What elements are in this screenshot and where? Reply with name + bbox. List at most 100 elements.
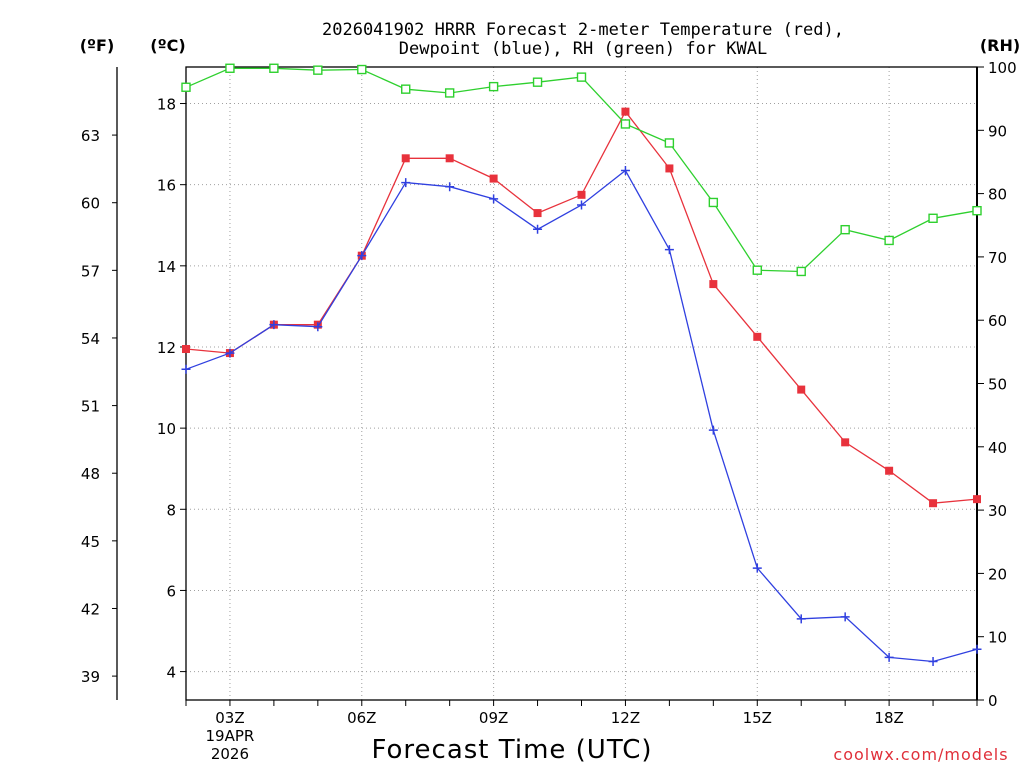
- dewpoint-point: [313, 322, 323, 332]
- dewpoint-point: [445, 182, 455, 192]
- temperature-point: [797, 385, 806, 394]
- fahrenheit-tick-label: 60: [81, 195, 100, 213]
- rh-point: [269, 63, 279, 73]
- dewpoint-point: [708, 425, 718, 435]
- dewpoint-point: [664, 245, 674, 255]
- chart-title-line-2: Dewpoint (blue), RH (green) for KWAL: [399, 39, 767, 59]
- temperature-point: [533, 209, 542, 218]
- plot-frame: [185, 66, 978, 701]
- dewpoint-point: [401, 178, 411, 188]
- rh-tick-label: 20: [988, 565, 1007, 583]
- dewpoint-point: [840, 612, 850, 622]
- temperature-point: [929, 499, 938, 508]
- rh-point: [576, 72, 587, 82]
- celsius-tick-label: 18: [157, 96, 176, 114]
- dewpoint-point: [357, 251, 367, 261]
- x-tick-label: 03Z: [215, 709, 244, 727]
- celsius-tick-label: 12: [157, 339, 176, 357]
- rh-tick-label: 50: [988, 376, 1007, 394]
- axes: 39 42 45 48 51 54 57 60 63 4 6 8 10 12 14 16 18 0 10 20 30 40…: [81, 59, 1017, 763]
- rh-tick-label: 90: [988, 122, 1007, 140]
- celsius-tick-label: 14: [157, 258, 176, 276]
- rh-tick-label: 10: [988, 629, 1007, 647]
- fahrenheit-tick-label: 63: [81, 127, 100, 145]
- dewpoint-point: [928, 656, 938, 666]
- fahrenheit-tick-label: 45: [81, 533, 100, 551]
- series-layer: [181, 63, 982, 666]
- celsius-tick-label: 4: [166, 664, 176, 682]
- temperature-point: [665, 164, 674, 173]
- rh-point: [664, 138, 675, 148]
- fahrenheit-tick-label: 54: [81, 330, 100, 348]
- dewpoint-point: [752, 563, 762, 573]
- fahrenheit-tick-label: 48: [81, 465, 100, 483]
- rh-point: [532, 77, 543, 87]
- fahrenheit-tick-label: 51: [81, 398, 100, 416]
- temperature-point: [841, 438, 850, 447]
- celsius-tick-label: 16: [157, 177, 176, 195]
- rh-tick-label: 0: [988, 692, 998, 710]
- rh-tick-label: 40: [988, 439, 1007, 457]
- rh-axis-label: (RH): [980, 36, 1020, 55]
- rh-point: [181, 82, 191, 92]
- rh-point: [840, 224, 850, 235]
- dewpoint-point: [489, 194, 499, 204]
- dewpoint-point: [181, 364, 191, 374]
- celsius-tick-label: 6: [166, 582, 176, 600]
- rh-tick-label: 70: [988, 249, 1007, 267]
- rh-point: [488, 81, 499, 92]
- x-tick-label: 15Z: [743, 709, 772, 727]
- temperature-line: [185, 110, 978, 504]
- temperature-point: [182, 345, 190, 354]
- rh-point: [928, 213, 938, 223]
- celsius-tick-label: 10: [157, 420, 176, 438]
- rh-point: [708, 197, 719, 208]
- temperature-point: [621, 107, 630, 116]
- rh-point: [796, 266, 806, 277]
- rh-point: [620, 119, 631, 129]
- dewpoint-line: [185, 169, 978, 663]
- temperature-point: [577, 190, 586, 199]
- rh-point: [225, 63, 235, 73]
- x-axis-label: Forecast Time (UTC): [371, 735, 652, 765]
- celsius-axis-label: (ºC): [150, 36, 185, 55]
- dewpoint-point: [225, 348, 235, 358]
- rh-tick-label: 80: [988, 186, 1007, 204]
- x-tick-label: 18Z: [874, 709, 903, 727]
- temperature-point: [885, 466, 894, 475]
- fahrenheit-tick-label: 42: [81, 600, 100, 618]
- x-tick-label: 12Z: [611, 709, 640, 727]
- x-tick-sublabel: 2026: [211, 745, 249, 763]
- temperature-point: [445, 154, 454, 163]
- grid-lines: [186, 67, 977, 700]
- temperature-point: [973, 495, 981, 504]
- temperature-point: [753, 332, 762, 341]
- rh-point: [401, 84, 411, 94]
- temperature-point: [709, 280, 718, 289]
- rh-point: [752, 265, 762, 275]
- rh-point: [972, 205, 982, 216]
- temperature-point: [401, 154, 410, 163]
- rh-tick-label: 30: [988, 502, 1007, 520]
- fahrenheit-axis-label: (ºF): [80, 36, 115, 55]
- rh-line: [185, 67, 978, 273]
- chart-title-line-1: 2026041902 HRRR Forecast 2-meter Tempera…: [322, 20, 844, 40]
- dewpoint-point: [884, 652, 894, 662]
- fahrenheit-tick-label: 57: [81, 262, 100, 280]
- rh-point: [313, 65, 323, 75]
- dewpoint-point: [269, 320, 279, 330]
- temperature-point: [489, 174, 498, 183]
- dewpoint-point: [577, 200, 586, 210]
- rh-point: [884, 235, 894, 246]
- dewpoint-point: [533, 224, 543, 234]
- rh-point: [444, 88, 455, 98]
- x-tick-sublabel: 19APR: [206, 727, 255, 745]
- dewpoint-point: [796, 614, 806, 624]
- dewpoint-point: [972, 644, 982, 654]
- fahrenheit-tick-label: 39: [81, 668, 100, 686]
- rh-tick-label: 60: [988, 312, 1007, 330]
- rh-tick-label: 100: [988, 59, 1017, 77]
- rh-point: [357, 64, 367, 75]
- x-tick-label: 06Z: [347, 709, 376, 727]
